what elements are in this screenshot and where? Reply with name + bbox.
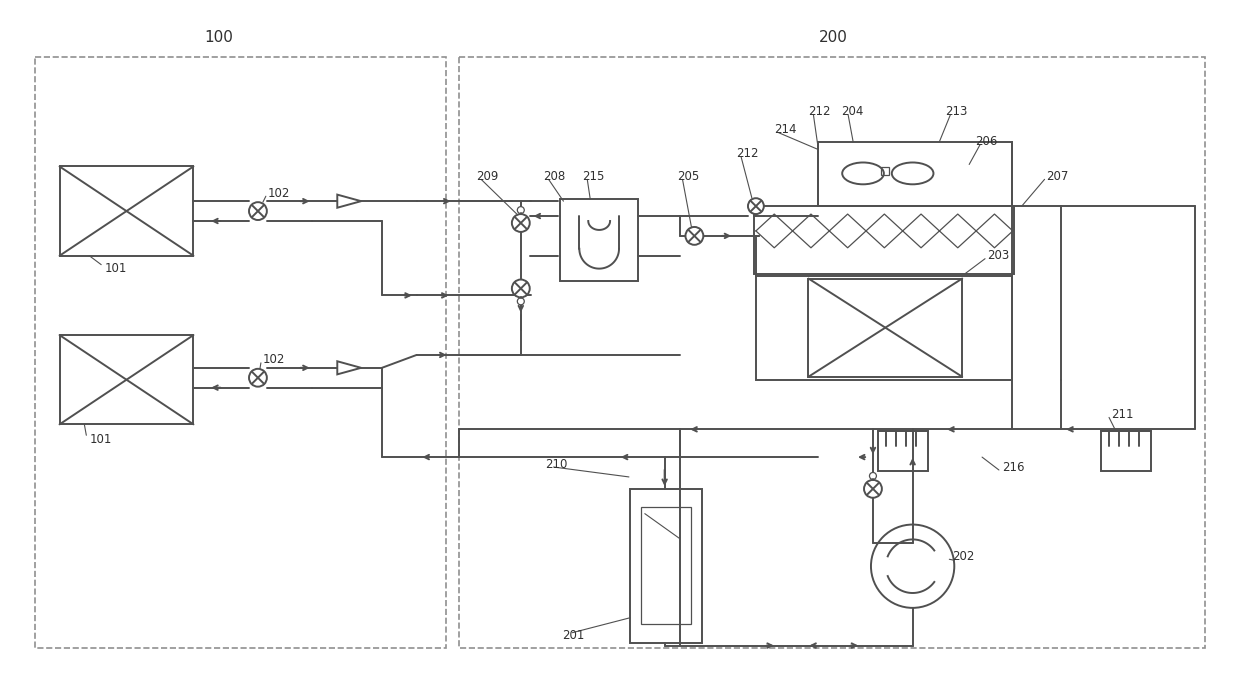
Bar [808,278,962,377]
Bar [641,507,692,624]
Circle shape [748,198,764,214]
Bar [35,57,446,647]
Text: 206: 206 [975,135,997,148]
Text: 207: 207 [1047,170,1069,183]
Bar [560,199,637,281]
Circle shape [517,207,525,214]
Text: 200: 200 [818,30,848,45]
Circle shape [686,227,703,245]
Bar [818,142,1012,206]
Text: 201: 201 [563,629,585,642]
Bar [754,206,1014,274]
Text: 211: 211 [1111,408,1133,421]
Bar [756,276,1012,380]
Text: 212: 212 [808,106,831,118]
Text: 202: 202 [952,550,975,562]
Text: 210: 210 [546,457,568,471]
Circle shape [512,280,529,297]
Bar [459,57,1205,647]
Circle shape [249,202,267,220]
Text: 216: 216 [1002,460,1024,473]
Polygon shape [337,195,361,208]
Bar [60,335,193,424]
Circle shape [864,480,882,498]
Text: 209: 209 [476,170,498,183]
Text: 212: 212 [737,147,759,160]
Polygon shape [337,361,361,375]
Text: 208: 208 [543,170,565,183]
Circle shape [512,214,529,232]
Text: 203: 203 [987,249,1009,262]
Text: 101: 101 [89,433,112,446]
Text: 101: 101 [104,262,126,275]
Text: 205: 205 [677,170,699,183]
Text: 213: 213 [945,106,967,118]
Text: 100: 100 [203,30,233,45]
Circle shape [517,298,525,305]
Text: 204: 204 [841,106,863,118]
Circle shape [869,473,877,480]
Text: 214: 214 [774,123,796,136]
Bar [1101,431,1151,471]
Text: 102: 102 [263,353,285,366]
Text: 215: 215 [583,170,605,183]
Circle shape [249,369,267,387]
Bar [878,431,928,471]
Bar [60,167,193,256]
Bar [880,167,889,176]
Text: 102: 102 [268,187,290,200]
Bar [630,489,702,643]
